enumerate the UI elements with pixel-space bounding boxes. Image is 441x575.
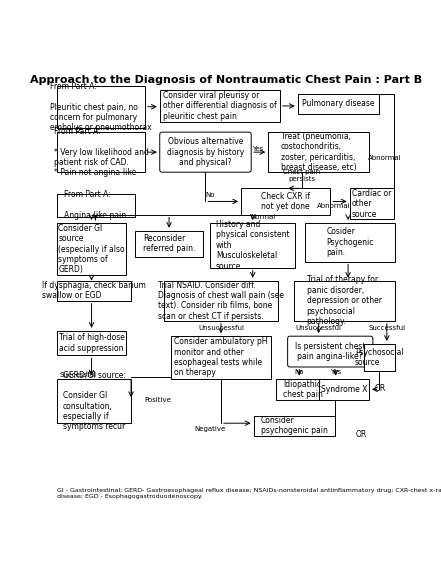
Bar bbox=[319, 378, 369, 400]
Text: Successful: Successful bbox=[59, 373, 96, 378]
Text: Approach to the Diagnosis of Nontraumatic Chest Pain : Part B: Approach to the Diagnosis of Nontraumati… bbox=[30, 75, 422, 85]
Text: Idiopathic
chest pain: Idiopathic chest pain bbox=[283, 380, 323, 399]
Text: Chest pain
persists: Chest pain persists bbox=[283, 168, 320, 182]
Text: Trial NSAID. Consider diff.
Diagnosis of chest wall pain (see
text). Consider ri: Trial NSAID. Consider diff. Diagnosis of… bbox=[158, 281, 284, 321]
Bar bbox=[160, 90, 280, 122]
Text: Consider viral pleurisy or
other differential diagnosis of
pleuritic chest pain: Consider viral pleurisy or other differe… bbox=[163, 91, 277, 121]
Text: Consider ambulatory pH
monitor and other
esophageal tests while
on therapy: Consider ambulatory pH monitor and other… bbox=[174, 338, 268, 377]
Text: From Part A:

Pleuritic chest pain, no
concern for pulmonary
embolus or pneumoth: From Part A: Pleuritic chest pain, no co… bbox=[50, 82, 152, 132]
Bar bbox=[276, 378, 330, 400]
Text: Yes: Yes bbox=[252, 146, 263, 152]
Text: History and
physical consistent
with
Musculoskeletal
source: History and physical consistent with Mus… bbox=[216, 220, 290, 271]
Text: Check CXR if
not yet done: Check CXR if not yet done bbox=[261, 191, 310, 211]
Bar bbox=[294, 281, 395, 321]
Text: Treat (pneumonia,
costochondritis,
zoster, pericarditis,
breast disease, etc): Treat (pneumonia, costochondritis, zoste… bbox=[281, 132, 356, 172]
Text: Reconsider
referred pain.: Reconsider referred pain. bbox=[143, 234, 195, 254]
Text: Consider GI
source
(especially if also
symptoms of
GERD): Consider GI source (especially if also s… bbox=[58, 224, 125, 274]
Text: From Part A:

* Very low likelihood and
patient risk of CAD.
* Pain not angina-l: From Part A: * Very low likelihood and p… bbox=[54, 127, 149, 178]
Text: Consider
psychogenic pain: Consider psychogenic pain bbox=[261, 416, 328, 435]
Bar bbox=[57, 132, 145, 172]
FancyBboxPatch shape bbox=[288, 336, 373, 367]
Bar bbox=[172, 336, 271, 378]
Bar bbox=[57, 223, 126, 275]
Text: Positive: Positive bbox=[145, 397, 172, 403]
Bar bbox=[57, 86, 145, 128]
Text: No: No bbox=[295, 369, 304, 374]
Bar bbox=[254, 416, 335, 435]
Bar bbox=[210, 223, 295, 267]
Text: Abnormal: Abnormal bbox=[368, 155, 401, 160]
Text: From Part A:

Angina-like pain.: From Part A: Angina-like pain. bbox=[64, 190, 128, 220]
Bar bbox=[57, 331, 126, 355]
Text: Normal: Normal bbox=[250, 214, 276, 220]
Bar bbox=[268, 132, 369, 172]
Bar bbox=[135, 231, 203, 257]
Text: Pulmonary disease: Pulmonary disease bbox=[302, 99, 375, 108]
Text: Trial of therapy for
panic disorder,
depression or other
psychosocial
pathology.: Trial of therapy for panic disorder, dep… bbox=[306, 275, 382, 326]
Text: GI - Gastrointestinal; GERD- Gastroesophageal reflux disease; NSAIDs-nonsteroida: GI - Gastrointestinal; GERD- Gastroesoph… bbox=[57, 488, 441, 499]
Bar bbox=[57, 281, 131, 301]
Text: Successful: Successful bbox=[368, 325, 405, 332]
Bar bbox=[306, 223, 395, 262]
Text: Trial of high-dose
acid suppression: Trial of high-dose acid suppression bbox=[59, 334, 124, 353]
Text: If dysphagia, check barium
swallow or EGD: If dysphagia, check barium swallow or EG… bbox=[42, 281, 146, 301]
Bar bbox=[57, 378, 131, 423]
Bar bbox=[57, 194, 135, 217]
FancyBboxPatch shape bbox=[160, 132, 251, 172]
Bar bbox=[363, 344, 395, 371]
Text: GERD/GI source:

Consider GI
consultation,
especially if
symptoms recur: GERD/GI source: Consider GI consultation… bbox=[63, 370, 126, 431]
Text: OR: OR bbox=[375, 384, 386, 393]
Text: Obvious alternative
diagnosis by history
and physical?: Obvious alternative diagnosis by history… bbox=[167, 137, 244, 167]
Text: Abnormal: Abnormal bbox=[318, 203, 351, 209]
Text: OR: OR bbox=[355, 430, 367, 439]
Text: Syndrome X: Syndrome X bbox=[321, 385, 367, 394]
Bar bbox=[350, 189, 394, 219]
Bar bbox=[164, 281, 278, 321]
Text: Cardiac or
other
source: Cardiac or other source bbox=[352, 189, 392, 218]
Text: Yes: Yes bbox=[330, 369, 341, 374]
Text: Negative: Negative bbox=[194, 426, 226, 432]
Text: Cosider
Psychogenic
pain.: Cosider Psychogenic pain. bbox=[326, 227, 374, 257]
Text: Psychosocial
source: Psychosocial source bbox=[355, 348, 404, 367]
Bar bbox=[241, 189, 330, 214]
Text: No: No bbox=[206, 191, 215, 197]
Text: Is persistent chest
pain angina-like?: Is persistent chest pain angina-like? bbox=[295, 342, 366, 361]
Text: Unsuccessful: Unsuccessful bbox=[295, 325, 342, 332]
Bar bbox=[298, 94, 379, 114]
Text: Unsuccessful: Unsuccessful bbox=[198, 325, 244, 332]
